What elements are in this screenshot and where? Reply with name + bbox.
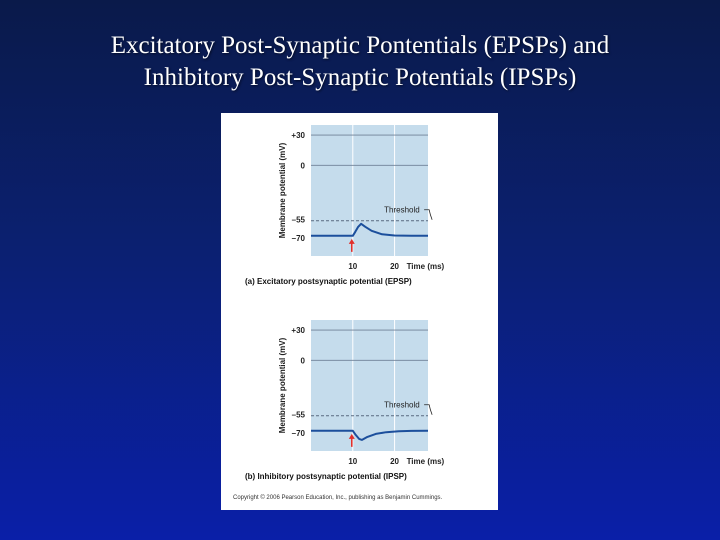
ipsp-ytick-label-m55: –55: [292, 411, 306, 420]
epsp-xtick-label-10: 10: [348, 262, 357, 271]
psp-figure-svg: Threshold +30 0 –55 –70 10 20 Time (ms) Membrane…: [233, 125, 445, 501]
epsp-y-axis-label: Membrane potential (mV): [278, 142, 287, 238]
ipsp-ytick-label-m70: –70: [292, 429, 306, 438]
ipsp-ytick-label-0: 0: [301, 356, 306, 365]
epsp-threshold-label: Threshold: [384, 206, 420, 215]
ipsp-panel-caption: (b) Inhibitory postsynaptic potential (I…: [245, 472, 407, 481]
slide-title-line-1: Excitatory Post-Synaptic Pontentials (EP…: [110, 32, 610, 59]
epsp-ytick-label-m55: –55: [292, 216, 306, 225]
copyright-text: Copyright © 2006 Pearson Education, Inc.…: [233, 494, 443, 501]
slide-title: Excitatory Post-Synaptic Pontentials (EP…: [0, 30, 720, 94]
epsp-panel-caption: (a) Excitatory postsynaptic potential (E…: [245, 277, 412, 286]
ipsp-x-axis-label: Time (ms): [407, 457, 445, 466]
epsp-x-axis-label: Time (ms): [407, 262, 445, 271]
ipsp-threshold-label: Threshold: [384, 401, 420, 410]
ipsp-stimulus-arrow-head: [348, 433, 355, 439]
ipsp-y-axis-label: Membrane potential (mV): [278, 337, 287, 433]
slide-title-line-2: Inhibitory Post-Synaptic Potentials (IPS…: [143, 64, 577, 91]
ipsp-xtick-label-10: 10: [348, 457, 357, 466]
ipsp-xtick-label-20: 20: [390, 457, 399, 466]
epsp-ytick-label-30: +30: [291, 131, 305, 140]
ipsp-plot-area: [311, 320, 428, 451]
epsp-ytick-label-m70: –70: [292, 234, 306, 243]
ipsp-threshold-leader: [424, 404, 433, 415]
epsp-xtick-label-20: 20: [390, 262, 399, 271]
figure-panel: Threshold +30 0 –55 –70 10 20 Time (ms) Membrane…: [221, 113, 498, 510]
epsp-threshold-leader: [424, 209, 433, 220]
epsp-stimulus-arrow-head: [348, 238, 355, 244]
epsp-membrane-trace: [311, 222, 428, 237]
epsp-plot-area: [311, 125, 428, 256]
epsp-ytick-label-0: 0: [301, 161, 306, 170]
ipsp-membrane-trace: [311, 429, 429, 441]
ipsp-ytick-label-30: +30: [291, 326, 305, 335]
